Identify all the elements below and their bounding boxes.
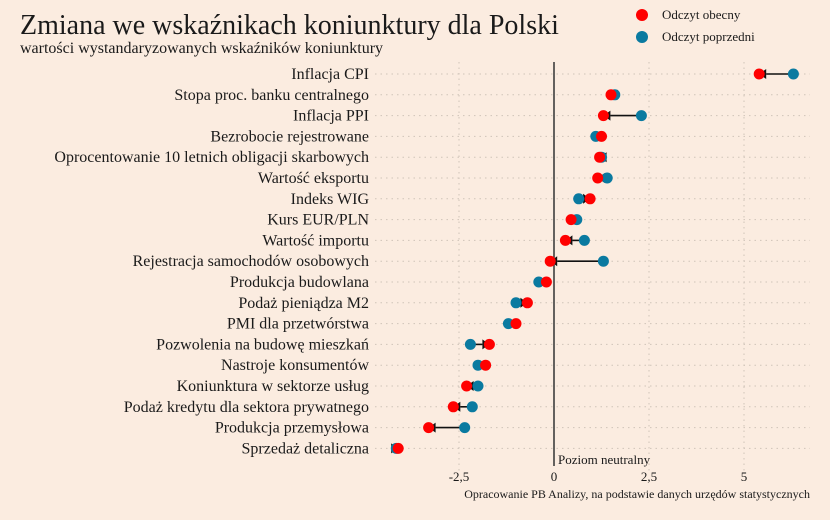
- point-current: [480, 359, 492, 371]
- point-current: [596, 130, 607, 142]
- point-current: [605, 89, 617, 101]
- point-previous: [787, 68, 799, 80]
- point-current: [447, 401, 459, 413]
- category-label: Bezrobocie rejestrowane: [210, 128, 369, 145]
- point-previous: [464, 338, 476, 350]
- legend-label-current: Odczyt obecny: [662, 7, 741, 22]
- category-label: Pozwolenia na budowę mieszkań: [156, 336, 369, 353]
- category-label: Podaż pieniądza M2: [238, 295, 369, 312]
- chart-title: Zmiana we wskaźnikach koniunktury dla Po…: [20, 10, 559, 41]
- category-label: Produkcja budowlana: [230, 274, 369, 291]
- point-current: [584, 193, 596, 205]
- point-previous: [635, 110, 647, 122]
- category-label: Sprzedaż detaliczna: [242, 440, 369, 457]
- category-label: Podaż kredytu dla sektora prywatnego: [124, 399, 369, 416]
- point-current: [592, 172, 604, 184]
- point-current: [510, 318, 522, 330]
- point-previous: [597, 255, 609, 267]
- category-label: Kurs EUR/PLN: [267, 212, 369, 229]
- point-current: [565, 214, 577, 226]
- point-previous: [502, 318, 514, 330]
- point-current: [753, 68, 765, 80]
- category-label: Inflacja PPI: [293, 108, 369, 125]
- category-label: Wartość eksportu: [258, 170, 369, 187]
- source-note: Opracowanie PB Analizy, na podstawie dan…: [464, 487, 810, 501]
- x-tick-label: 5: [741, 469, 748, 484]
- legend-swatch-current: [636, 9, 648, 21]
- legend-item-current: Odczyt obecny: [636, 4, 755, 26]
- point-previous: [510, 297, 522, 309]
- category-label: Indeks WIG: [291, 191, 370, 208]
- category-label: Oprocentowanie 10 letnich obligacji skar…: [54, 149, 369, 166]
- point-previous: [459, 422, 471, 434]
- point-current: [521, 297, 533, 309]
- point-current: [540, 276, 552, 288]
- point-previous: [578, 234, 590, 246]
- point-previous: [573, 193, 585, 205]
- legend-item-previous: Odczyt poprzedni: [636, 26, 755, 48]
- category-label: Wartość importu: [262, 232, 369, 249]
- neutral-label: Poziom neutralny: [558, 452, 651, 467]
- point-previous: [533, 276, 545, 288]
- category-label: Nastroje konsumentów: [221, 357, 369, 374]
- legend-swatch-previous: [636, 31, 648, 43]
- category-label: Koniunktura w sektorze usług: [177, 378, 369, 395]
- point-previous: [601, 172, 613, 184]
- category-label: Rejestracja samochodów osobowych: [133, 253, 369, 270]
- legend: Odczyt obecny Odczyt poprzedni: [636, 4, 755, 48]
- x-tick-label: 2,5: [641, 469, 657, 484]
- x-tick-label: 0: [551, 469, 558, 484]
- point-current: [461, 380, 473, 392]
- point-previous: [472, 359, 484, 371]
- point-current: [597, 110, 609, 122]
- legend-label-previous: Odczyt poprzedni: [662, 29, 755, 44]
- category-label: Stopa proc. banku centralnego: [174, 87, 369, 104]
- category-label: Produkcja przemysłowa: [215, 420, 369, 437]
- point-previous: [466, 401, 478, 413]
- point-current: [483, 338, 495, 350]
- point-current: [423, 422, 435, 434]
- x-tick-label: -2,5: [449, 469, 470, 484]
- point-previous: [472, 380, 484, 392]
- point-current: [594, 151, 606, 163]
- point-current: [544, 255, 556, 267]
- point-current: [559, 234, 571, 246]
- chart-subtitle: wartości wystandaryzowanych wskaźników k…: [20, 40, 384, 57]
- point-current: [392, 442, 404, 454]
- category-label: Inflacja CPI: [291, 66, 369, 83]
- category-label: PMI dla przetwórstwa: [227, 316, 369, 333]
